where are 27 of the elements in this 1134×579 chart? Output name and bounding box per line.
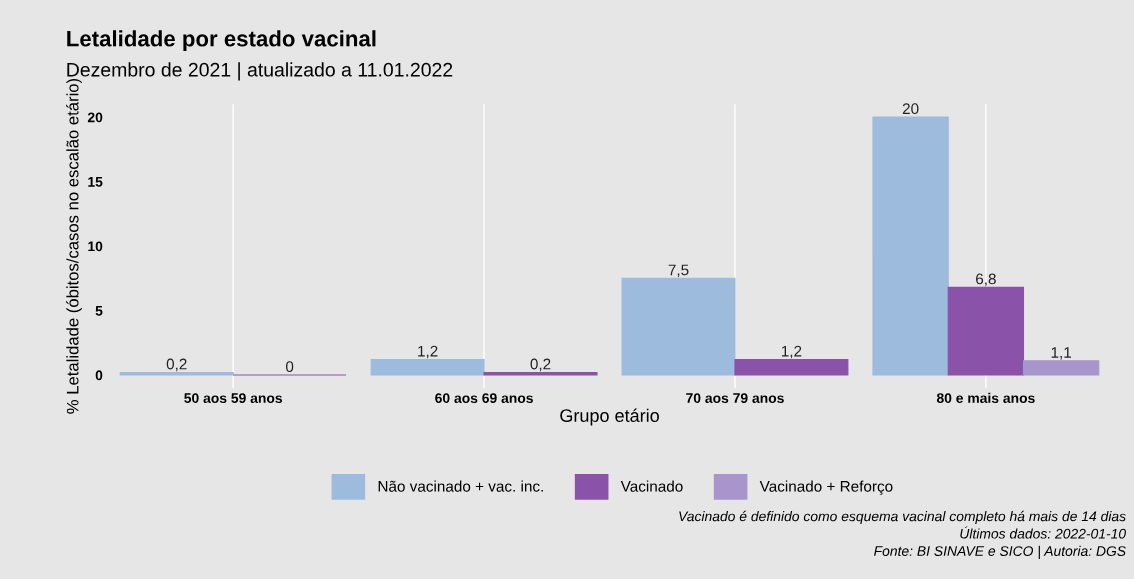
x-tick-label: 80 e mais anos (936, 392, 1035, 403)
x-axis-title: Grupo etário (560, 408, 659, 426)
source-note: Fonte: BI SINAVE e SICO | Autoria: DGS (874, 545, 1126, 559)
data-label: 0,2 (166, 358, 187, 372)
text: Vacinado é definido como esquema vacinal completo há mais de 14 dias (679, 510, 1126, 524)
data-label: 6,8 (976, 273, 996, 287)
y-tick-label: 0 (95, 370, 103, 381)
data-label: 0,2 (530, 358, 551, 372)
x-tick-label: 60 aos 69 anos (435, 393, 533, 403)
legend-label: Vacinado (620, 480, 683, 492)
data-label: 20 (902, 103, 919, 115)
y-tick-label: 20 (87, 112, 103, 123)
data-label: 1,2 (418, 345, 438, 359)
x-tick-label: 70 aos 79 anos (686, 393, 784, 403)
data-label: 7,5 (668, 264, 689, 278)
y-axis-title: % Letalidade (óbitos/casos no escalão etário) (66, 78, 82, 414)
x-tick-label: 50 aos 59 anos (184, 393, 283, 403)
y-tick-label: 5 (95, 306, 103, 316)
data-label: 1,2 (781, 345, 802, 359)
y-tick-label: 15 (88, 177, 103, 187)
legend-label: Vacinado + Reforço (759, 480, 893, 495)
legend-label: Não vacinado + vac. inc. (378, 480, 543, 492)
chart-title: Letalidade por estado vacinal (67, 30, 376, 51)
data-label: 0 (285, 361, 294, 373)
text: Últimos dados: 2022-01-10 (960, 526, 1126, 539)
data-label: 1,1 (1051, 347, 1072, 360)
y-tick-label: 10 (88, 241, 103, 252)
